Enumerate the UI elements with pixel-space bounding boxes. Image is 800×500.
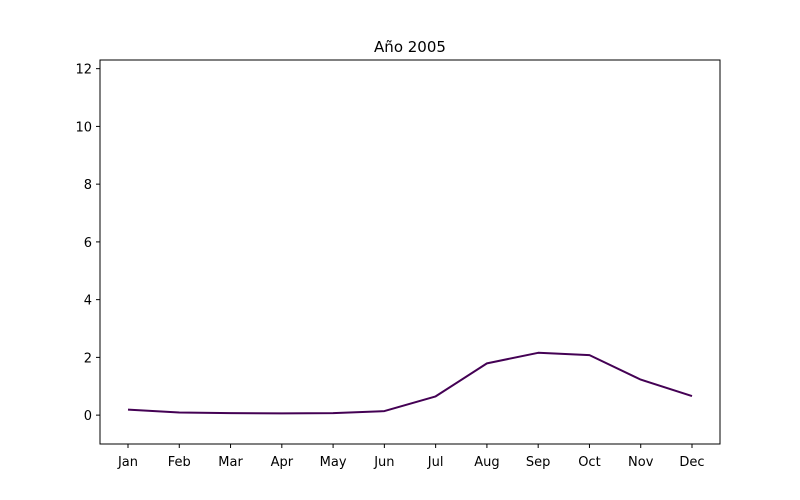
series-line [127,351,693,415]
y-tick-label: 4 [84,294,92,309]
x-tick-label: Dec [679,455,704,470]
x-axis: Jan Feb Mar Apr May Jun Jul Aug Sep Oct Nov Dec [117,444,705,470]
series-layer [127,351,693,415]
x-tick-label: Mar [218,455,243,470]
y-tick-label: 0 [84,409,92,424]
y-tick-label: 6 [84,236,92,251]
x-tick-label: Nov [628,455,654,470]
x-tick-label: May [320,455,347,470]
y-tick-label: 8 [84,178,92,193]
chart-title: Año 2005 [374,38,446,56]
y-tick-label: 12 [75,63,92,78]
x-tick-label: Sep [526,455,551,470]
x-tick-label: Jul [427,455,444,470]
x-tick-label: Apr [271,455,294,470]
y-tick-label: 10 [75,120,92,135]
x-tick-label: Jan [117,455,138,470]
x-tick-label: Oct [578,455,600,470]
x-tick-label: Feb [168,455,191,470]
x-tick-label: Aug [474,455,499,470]
y-tick-label: 2 [84,351,92,366]
plot-area-frame [99,59,721,445]
y-axis: 0 2 4 6 8 10 12 [75,63,100,424]
x-tick-label: Jun [373,455,394,470]
